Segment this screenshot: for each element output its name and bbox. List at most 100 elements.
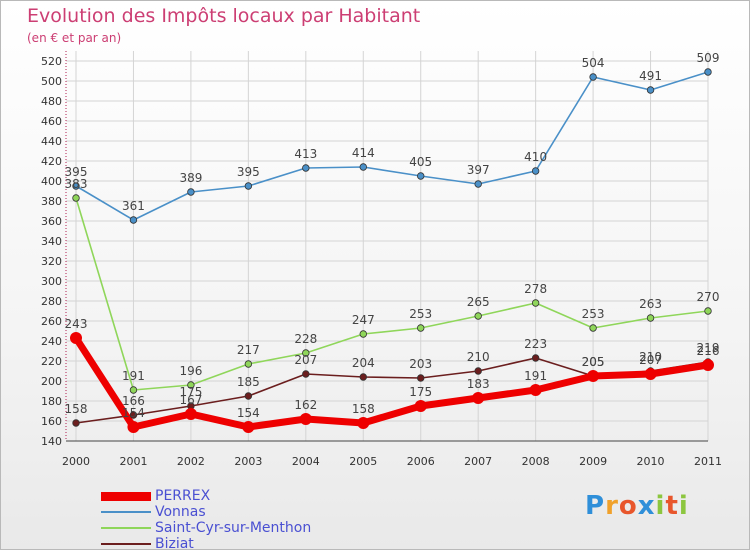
data-point xyxy=(646,314,655,322)
data-point xyxy=(299,413,312,425)
data-point xyxy=(72,419,80,427)
data-label: 154 xyxy=(237,406,260,420)
data-label: 205 xyxy=(582,355,605,369)
data-point xyxy=(531,167,540,175)
data-point xyxy=(302,370,310,378)
data-label: 228 xyxy=(294,332,317,346)
x-tick-label: 2003 xyxy=(234,455,262,468)
data-label: 191 xyxy=(524,369,547,383)
legend-swatch xyxy=(101,511,151,513)
y-tick-label: 380 xyxy=(41,195,62,208)
data-point xyxy=(72,182,80,190)
data-point xyxy=(359,163,367,171)
legend-item: Saint-Cyr-sur-Menthon xyxy=(101,520,341,536)
data-point xyxy=(357,417,370,429)
data-label: 207 xyxy=(639,353,662,367)
y-tick-label: 440 xyxy=(41,135,62,148)
data-label: 243 xyxy=(65,317,88,331)
data-label: 158 xyxy=(352,402,375,416)
data-label: 219 xyxy=(697,341,720,355)
y-tick-label: 200 xyxy=(41,375,62,388)
x-tick-label: 2001 xyxy=(119,455,147,468)
x-tick-label: 2011 xyxy=(694,455,722,468)
logo-letter: x xyxy=(637,491,656,521)
data-label: 207 xyxy=(294,353,317,367)
data-label: 397 xyxy=(467,163,490,177)
data-label: 253 xyxy=(582,307,605,321)
legend-label: Saint-Cyr-sur-Menthon xyxy=(155,520,312,536)
data-label: 162 xyxy=(294,398,317,412)
series-line-perrex xyxy=(72,334,712,431)
logo-letter: r xyxy=(605,491,619,521)
proxiti-logo: Proxiti xyxy=(585,491,689,521)
data-point xyxy=(474,367,482,375)
data-label: 175 xyxy=(179,385,202,399)
legend-item: Biziat xyxy=(101,536,341,550)
data-point xyxy=(587,370,600,382)
legend-label: PERREX xyxy=(155,488,211,504)
data-label: 183 xyxy=(467,377,490,391)
y-tick-label: 160 xyxy=(41,415,62,428)
data-point xyxy=(129,216,138,224)
data-label: 223 xyxy=(524,337,547,351)
data-point xyxy=(244,360,253,368)
data-label: 395 xyxy=(65,165,88,179)
series-line-saint-cyr-sur-menthon xyxy=(75,197,709,391)
data-point xyxy=(127,421,140,433)
x-tick-label: 2007 xyxy=(464,455,492,468)
data-label: 491 xyxy=(639,69,662,83)
data-point xyxy=(704,307,712,315)
data-label: 389 xyxy=(179,171,202,185)
x-tick-label: 2010 xyxy=(637,455,665,468)
y-tick-label: 480 xyxy=(41,95,62,108)
logo-letter: t xyxy=(665,491,679,521)
data-label: 265 xyxy=(467,295,490,309)
data-label: 217 xyxy=(237,343,260,357)
y-tick-label: 340 xyxy=(41,235,62,248)
data-label: 405 xyxy=(409,155,432,169)
data-point xyxy=(417,374,425,382)
x-tick-label: 2009 xyxy=(579,455,607,468)
data-point xyxy=(474,312,482,320)
data-point xyxy=(72,194,80,202)
data-point xyxy=(187,381,195,389)
data-point xyxy=(302,164,310,172)
y-tick-label: 280 xyxy=(41,295,62,308)
legend-label: Vonnas xyxy=(155,504,206,520)
y-tick-label: 520 xyxy=(41,55,62,68)
y-tick-label: 460 xyxy=(41,115,62,128)
x-tick-label: 2002 xyxy=(177,455,205,468)
series-line-vonnas xyxy=(75,71,709,221)
data-point xyxy=(70,332,82,344)
legend-label: Biziat xyxy=(155,536,194,550)
data-point xyxy=(359,330,367,338)
y-tick-label: 360 xyxy=(41,215,62,228)
data-label: 509 xyxy=(697,51,720,65)
data-label: 395 xyxy=(237,165,260,179)
data-point xyxy=(589,324,597,332)
y-tick-label: 260 xyxy=(41,315,62,328)
data-point xyxy=(589,73,597,81)
chart-subtitle: (en € et par an) xyxy=(27,31,122,45)
data-point xyxy=(531,354,540,362)
data-label: 166 xyxy=(122,394,145,408)
y-tick-label: 240 xyxy=(41,335,62,348)
y-tick-label: 500 xyxy=(41,75,62,88)
data-label: 205 xyxy=(582,355,605,369)
y-tick-label: 400 xyxy=(41,175,62,188)
legend-item: PERREX xyxy=(101,488,341,504)
data-label: 216 xyxy=(697,344,720,358)
data-point xyxy=(646,86,655,94)
data-label: 414 xyxy=(352,146,375,160)
logo-letter: i xyxy=(655,491,666,521)
data-point xyxy=(702,359,714,371)
y-tick-label: 420 xyxy=(41,155,62,168)
data-label: 413 xyxy=(294,147,317,161)
data-label: 410 xyxy=(524,150,547,164)
data-point xyxy=(414,400,427,412)
data-point xyxy=(417,324,425,332)
legend-swatch xyxy=(101,527,151,529)
legend-item: Vonnas xyxy=(101,504,341,520)
x-tick-label: 2008 xyxy=(522,455,550,468)
